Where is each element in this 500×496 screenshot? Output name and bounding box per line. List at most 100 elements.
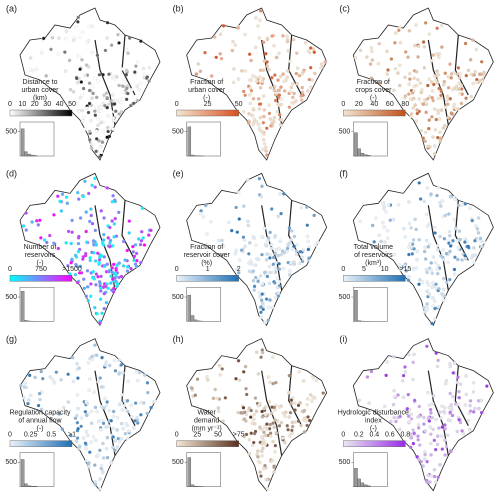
site-dot xyxy=(446,86,451,90)
site-dot xyxy=(262,430,266,435)
site-dot xyxy=(36,223,41,227)
site-dot xyxy=(100,355,104,360)
site-dot xyxy=(137,88,142,92)
site-dot xyxy=(448,410,452,415)
site-dot xyxy=(119,436,124,441)
site-dot xyxy=(121,239,126,244)
site-dot xyxy=(221,419,225,423)
site-dot xyxy=(124,48,129,52)
site-dot xyxy=(86,361,91,365)
site-dot xyxy=(439,204,443,208)
panel-label: (g) xyxy=(6,334,17,344)
site-dot xyxy=(105,455,110,460)
site-dot xyxy=(456,402,460,407)
site-dot xyxy=(127,231,131,235)
site-dot xyxy=(404,50,408,54)
site-dot xyxy=(450,413,455,418)
site-dot xyxy=(438,234,442,239)
site-dot xyxy=(130,415,134,419)
site-dot xyxy=(449,244,453,248)
site-dot xyxy=(235,267,239,272)
site-dot xyxy=(107,363,112,368)
site-dot xyxy=(86,39,91,43)
histogram-tick-label: 500 xyxy=(5,294,17,301)
histogram-frame xyxy=(353,287,388,322)
site-dot xyxy=(466,68,471,73)
site-dot xyxy=(444,280,449,285)
site-dot xyxy=(289,238,293,242)
site-dot xyxy=(296,419,301,423)
site-dot xyxy=(300,255,304,259)
site-dot xyxy=(73,253,78,258)
site-dot xyxy=(135,98,140,103)
site-dot xyxy=(396,393,400,397)
site-dot xyxy=(319,66,323,70)
site-dot xyxy=(431,402,435,406)
site-dot xyxy=(142,373,147,377)
site-dot xyxy=(258,401,262,406)
site-dot xyxy=(306,234,310,239)
site-dot xyxy=(102,232,106,237)
site-dot xyxy=(417,414,422,419)
site-dot xyxy=(84,229,88,234)
site-dot xyxy=(264,145,268,150)
site-dot xyxy=(213,35,217,39)
site-dot xyxy=(480,60,484,64)
site-dot xyxy=(417,457,421,462)
site-dot xyxy=(258,128,262,133)
site-dot xyxy=(75,393,80,397)
site-dot xyxy=(94,283,98,287)
site-dot xyxy=(425,186,429,190)
site-dot xyxy=(458,382,463,386)
site-dot xyxy=(409,112,414,116)
site-dot xyxy=(269,411,274,416)
site-dot xyxy=(23,381,27,385)
site-dot xyxy=(237,258,242,262)
site-dot xyxy=(99,109,103,113)
site-dot xyxy=(409,226,413,230)
site-dot xyxy=(219,56,224,61)
site-dot xyxy=(98,321,102,325)
site-dot xyxy=(209,220,213,224)
site-dot xyxy=(272,120,276,124)
site-dot xyxy=(443,423,447,427)
site-dot xyxy=(300,85,304,90)
site-dot xyxy=(431,281,435,285)
site-dot xyxy=(268,230,272,235)
site-dot xyxy=(107,409,112,413)
site-dot xyxy=(385,360,389,364)
site-dot xyxy=(247,451,252,456)
site-dot xyxy=(85,269,90,273)
colorbar-tick-label: 0.8 xyxy=(400,432,410,439)
site-dot xyxy=(273,73,277,77)
site-dot xyxy=(125,248,129,253)
site-dot xyxy=(126,51,130,55)
site-dot xyxy=(323,60,327,64)
site-dot xyxy=(446,433,450,437)
site-dot xyxy=(94,95,99,100)
colorbar-tick-label: 2 xyxy=(237,266,241,273)
site-dot xyxy=(433,299,437,304)
site-dot xyxy=(99,209,103,213)
site-dot xyxy=(112,262,116,267)
site-dot xyxy=(223,396,228,400)
site-dot xyxy=(94,149,98,154)
site-dot xyxy=(434,282,438,286)
site-dot xyxy=(215,416,220,421)
site-dot xyxy=(431,255,436,259)
site-dot xyxy=(404,269,409,273)
site-dot xyxy=(216,238,221,243)
site-dot xyxy=(115,75,119,79)
site-dot xyxy=(439,434,444,438)
colorbar-tick-label: 60 xyxy=(386,101,394,108)
site-dot xyxy=(306,49,311,53)
site-dot xyxy=(131,250,135,254)
site-dot xyxy=(256,24,260,28)
site-dot xyxy=(246,178,250,182)
site-dot xyxy=(266,236,271,240)
site-dot xyxy=(448,364,452,369)
site-dot xyxy=(431,304,435,308)
site-dot xyxy=(247,269,252,273)
colorbar xyxy=(343,109,406,117)
site-dot xyxy=(473,239,477,243)
